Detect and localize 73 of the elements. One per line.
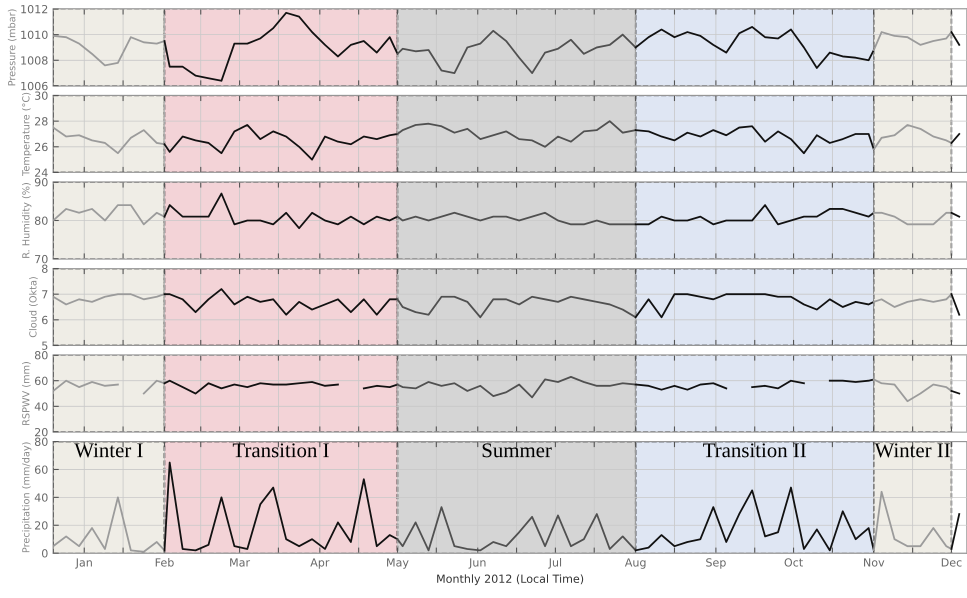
- y-tick-label: 1008: [21, 56, 48, 65]
- y-tick-label: 0: [42, 549, 48, 558]
- line-series: [634, 125, 875, 154]
- line-series: [53, 35, 166, 66]
- band-label: Transition II: [703, 443, 806, 458]
- y-tick-label: 60: [34, 376, 48, 386]
- y-tick-label: 1012: [21, 4, 48, 14]
- line-series: [396, 376, 637, 398]
- y-axis-title: Pressure (mbar): [8, 9, 17, 86]
- y-tick-label: 28: [35, 117, 48, 126]
- band-label: Summer: [482, 443, 552, 458]
- y-tick-label: 30: [35, 91, 48, 100]
- x-tick-label: Sep: [706, 558, 726, 569]
- y-tick-label: 26: [35, 142, 48, 152]
- line-series: [872, 378, 952, 402]
- line-series: [634, 26, 875, 69]
- band-label: Winter I: [74, 443, 143, 458]
- x-tick-label: Apr: [310, 558, 330, 569]
- line-series: [396, 30, 637, 74]
- line-series: [396, 506, 637, 552]
- line-series: [53, 126, 166, 154]
- y-axis-title: Cloud (Okta): [29, 277, 38, 338]
- x-tick-label: Feb: [156, 558, 174, 567]
- y-tick-label: 20: [35, 428, 48, 436]
- line-series: [396, 212, 637, 226]
- y-tick-label: 1006: [21, 82, 48, 90]
- x-tick-label: Jun: [468, 558, 486, 569]
- y-axis-title: R. Humidity (%): [22, 183, 32, 258]
- x-tick-label: May: [387, 558, 409, 569]
- x-tick-label: Oct: [784, 558, 803, 567]
- y-tick-label: 80: [34, 351, 48, 360]
- y-tick-label: 40: [34, 402, 48, 411]
- band-label: Transition I: [232, 443, 329, 458]
- y-tick-label: 70: [35, 254, 48, 264]
- line-series: [872, 124, 952, 150]
- line-series: [872, 490, 952, 552]
- line-series: [53, 496, 166, 553]
- y-tick-label: 7: [42, 290, 48, 298]
- y-axis-title: RSPWV (mm): [22, 362, 31, 425]
- y-tick-label: 24: [35, 168, 48, 177]
- y-tick-label: 60: [34, 465, 48, 474]
- y-tick-label: 20: [35, 521, 48, 530]
- y-tick-label: 1010: [21, 30, 48, 39]
- x-tick-label: Jan: [75, 558, 92, 569]
- y-tick-label: 80: [34, 216, 48, 225]
- y-tick-label: 80: [34, 438, 48, 446]
- line-series: [634, 293, 875, 318]
- x-tick-label: Mar: [230, 558, 250, 567]
- x-tick-label: Dec: [942, 558, 962, 567]
- y-tick-label: 6: [42, 316, 48, 324]
- x-tick-label: Aug: [624, 558, 646, 569]
- y-tick-label: 40: [34, 493, 48, 502]
- y-axis-title: Precipitation (mm/day): [22, 442, 32, 552]
- line-series: [164, 462, 398, 552]
- line-series: [634, 486, 875, 552]
- line-series: [634, 204, 875, 226]
- x-axis-title: Monthly 2012 (Local Time): [437, 574, 584, 586]
- line-series: [53, 204, 166, 226]
- line-series: [396, 120, 637, 148]
- line-series: [164, 288, 398, 316]
- line-series: [872, 31, 952, 51]
- y-tick-label: 90: [34, 178, 48, 186]
- band-label: Winter II: [874, 443, 950, 458]
- line-series: [872, 293, 952, 308]
- x-tick-label: Jul: [548, 558, 562, 569]
- line-series: [164, 124, 398, 161]
- line-series: [396, 296, 637, 318]
- y-tick-label: 8: [42, 264, 48, 273]
- x-tick-label: Nov: [864, 558, 884, 567]
- line-series: [53, 293, 166, 306]
- y-axis-title: Temperature (°C): [22, 92, 32, 176]
- line-series: [164, 192, 398, 230]
- y-tick-label: 5: [42, 342, 48, 350]
